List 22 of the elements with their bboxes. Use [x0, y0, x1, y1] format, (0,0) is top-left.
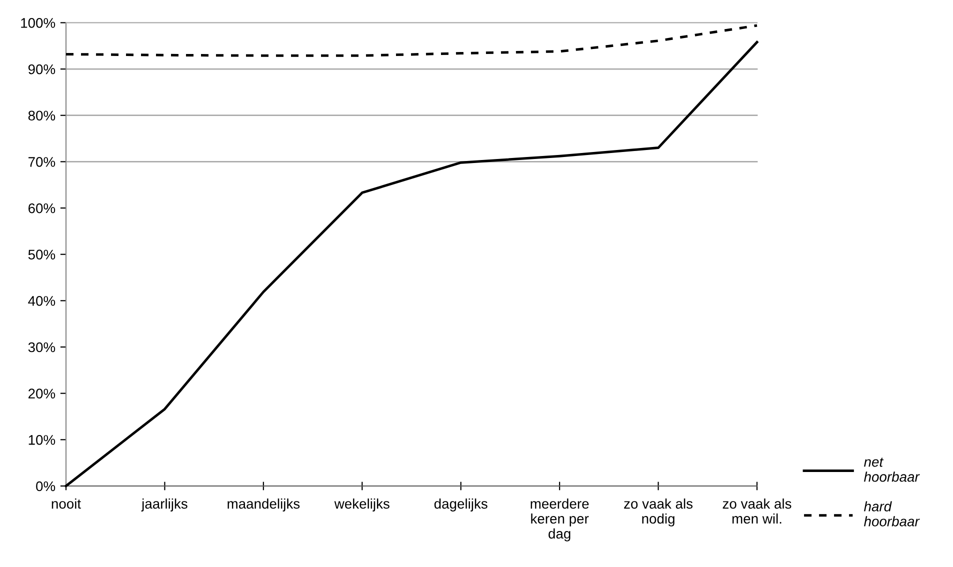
legend-label: net hoorbaar: [864, 458, 920, 482]
y-tick-label: 80%: [28, 110, 56, 121]
legend-label: hard hoorbaar: [864, 501, 920, 526]
y-tick-label: 30%: [28, 342, 56, 352]
y-tick-label: 50%: [28, 250, 56, 260]
y-tick-label: 20%: [28, 388, 56, 399]
y-tick-label: 40%: [28, 296, 56, 306]
y-tick-label: 70%: [28, 157, 56, 167]
x-tick-label: zo vaak als men wil.: [722, 498, 792, 524]
y-tick-label: 0%: [36, 481, 56, 492]
x-tick-label: nooit: [52, 498, 81, 509]
x-tick-label: maandelijks: [228, 498, 300, 512]
y-tick-label: 100%: [21, 18, 56, 28]
y-tick-label: 60%: [28, 203, 56, 214]
y-tick-label: 10%: [28, 435, 56, 445]
x-tick-label: wekelijks: [334, 498, 390, 512]
x-tick-label: meerdere keren per dag: [530, 498, 589, 542]
line-series: [64, 24, 758, 57]
x-tick-label: jaarlijks: [141, 498, 188, 512]
y-tick-label: 90%: [28, 64, 56, 74]
x-tick-label: zo vaak als nodig: [624, 498, 693, 526]
x-tick-label: dagelijks: [434, 498, 488, 512]
